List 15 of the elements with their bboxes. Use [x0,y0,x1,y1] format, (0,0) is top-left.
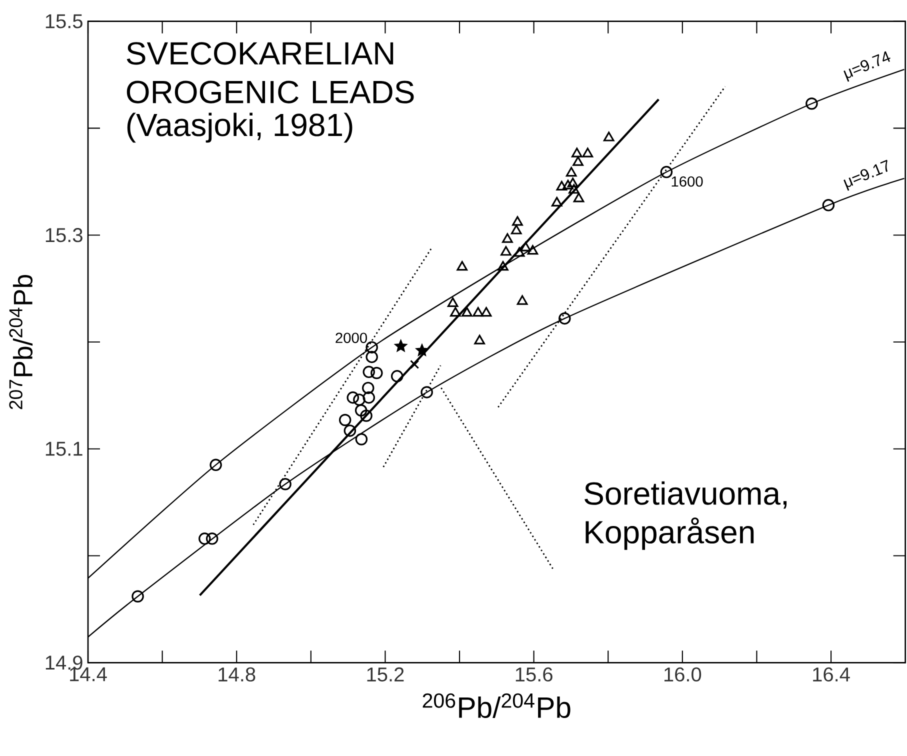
annotation: 1600 [672,176,703,187]
y-tick-label: 15.1 [46,442,82,456]
y-tick-label: 15.3 [46,228,82,242]
x-tick-label: 14.8 [218,667,256,682]
annotation: 2000 [336,332,367,344]
x-tick-label: 15.2 [367,667,404,682]
y-axis-title: $^{207}$Pb/$^{204}$Pb [9,274,33,410]
text: (Vaasjoki, 1981) [127,112,352,143]
x-tick-label: 16.4 [813,667,850,682]
x-tick-label: 16.0 [664,667,702,682]
x-axis-title: $^{206}$Pb/$^{204}$Pb [422,693,570,718]
x-tick-label: 15.6 [516,667,552,682]
y-tick-label: 15.5 [46,14,82,28]
annotation: Soretiavuoma, Kopparåsen [584,481,787,550]
text: SVECOKARELIAN OROGENIC LEADS [126,42,414,104]
